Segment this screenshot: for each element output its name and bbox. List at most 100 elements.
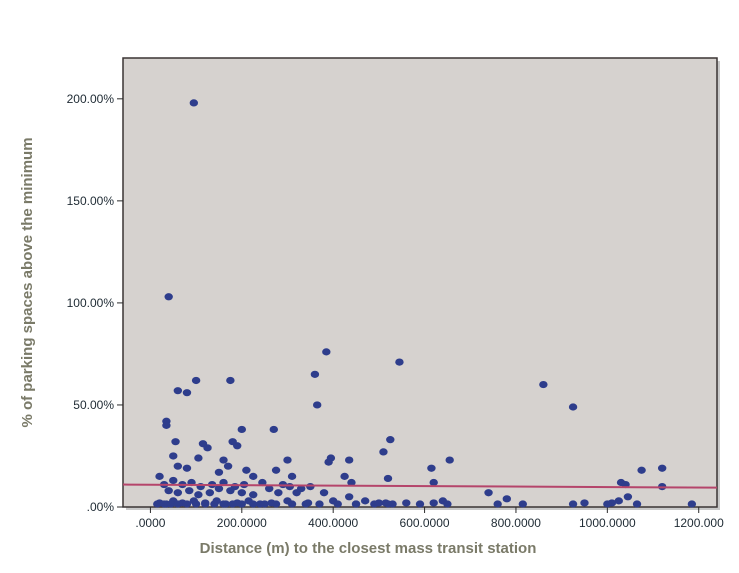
data-point (237, 425, 246, 434)
data-point (271, 466, 281, 474)
data-point (223, 462, 233, 470)
data-point (568, 500, 578, 508)
data-point (539, 380, 548, 389)
data-point (415, 500, 425, 508)
y-tick-label: 100.00% (67, 296, 115, 310)
data-point (614, 497, 623, 505)
data-point (155, 472, 164, 480)
y-tick-label: .00% (87, 500, 115, 514)
data-point (427, 464, 436, 472)
x-tick-label: 1000.0000 (579, 516, 636, 530)
data-point (306, 482, 315, 491)
data-point (191, 376, 201, 385)
data-point (322, 348, 331, 356)
y-tick-label: 50.00% (73, 398, 114, 412)
fit-line (122, 483, 718, 489)
x-tick-label: .0000 (135, 516, 165, 530)
data-point (219, 500, 228, 508)
data-point (173, 489, 183, 497)
data-point (351, 500, 361, 508)
data-point (632, 500, 642, 508)
data-point (249, 472, 258, 480)
data-point (271, 500, 281, 508)
data-point (237, 489, 246, 497)
data-point (242, 466, 251, 474)
data-point (386, 436, 395, 444)
data-point (285, 482, 294, 491)
data-point (162, 421, 171, 429)
data-point (518, 500, 528, 508)
y-tick-label: 200.00% (67, 92, 115, 106)
data-point (347, 478, 356, 487)
data-point (169, 476, 178, 485)
data-point (603, 500, 612, 508)
data-point (383, 474, 393, 483)
data-point (292, 489, 301, 497)
x-tick-label: 200.0000 (217, 516, 267, 530)
y-tick-label: 150.00% (67, 194, 115, 208)
data-point (226, 487, 235, 495)
data-point (210, 500, 219, 508)
data-point (319, 489, 329, 497)
data-point (395, 358, 404, 366)
y-axis-title: % of parking spaces above the minimum (19, 137, 36, 427)
data-point (379, 448, 388, 456)
data-point (249, 500, 258, 508)
data-point (445, 456, 454, 464)
data-point (189, 99, 199, 107)
data-point (214, 485, 224, 493)
data-point (182, 464, 192, 472)
data-point (194, 491, 203, 499)
data-point (274, 489, 283, 497)
data-point (402, 499, 411, 507)
data-point (623, 493, 633, 501)
data-point (429, 478, 438, 487)
data-point (287, 500, 297, 508)
data-points (153, 99, 697, 508)
data-point (226, 376, 235, 385)
data-point (344, 493, 354, 501)
data-point (171, 438, 180, 446)
data-point (228, 500, 237, 508)
data-point (493, 500, 502, 508)
data-point (383, 500, 393, 508)
data-point (219, 456, 228, 464)
data-point (164, 293, 173, 301)
data-point (203, 444, 212, 452)
data-point (580, 499, 589, 507)
data-point (214, 468, 224, 476)
data-point (201, 500, 210, 508)
data-point (340, 472, 349, 480)
data-point (269, 425, 278, 434)
x-tick-label: 400.0000 (308, 516, 358, 530)
data-point (429, 499, 438, 507)
data-point (164, 487, 173, 495)
data-point (182, 389, 192, 397)
data-point (283, 456, 292, 464)
x-tick-label: 800.0000 (491, 516, 541, 530)
x-axis-title: Distance (m) to the closest mass transit… (200, 540, 537, 557)
data-point (191, 500, 201, 508)
data-point (324, 458, 333, 466)
x-tick-label: 600.0000 (400, 516, 450, 530)
data-point (173, 500, 183, 508)
data-point (265, 485, 274, 493)
data-point (502, 495, 512, 503)
data-point (169, 452, 178, 460)
data-point (173, 462, 183, 470)
data-point (443, 500, 452, 508)
data-point (205, 489, 215, 497)
data-point (194, 454, 203, 462)
data-point (312, 401, 322, 409)
data-point (153, 500, 162, 508)
data-point (310, 370, 320, 378)
data-point (260, 500, 269, 508)
data-point (637, 466, 646, 474)
data-point (185, 487, 194, 495)
data-point (233, 442, 242, 450)
data-point (687, 500, 697, 508)
data-point (344, 456, 354, 464)
x-tick-label: 1200.000 (674, 516, 724, 530)
